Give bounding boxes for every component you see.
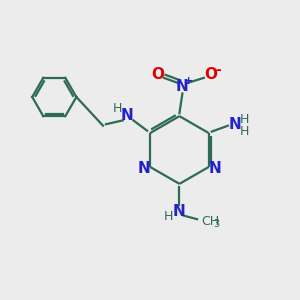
Text: N: N bbox=[120, 108, 133, 123]
Text: -: - bbox=[215, 63, 221, 77]
Text: N: N bbox=[176, 79, 189, 94]
Text: N: N bbox=[229, 117, 242, 132]
Text: N: N bbox=[173, 204, 186, 219]
Text: H: H bbox=[240, 113, 249, 126]
Text: H: H bbox=[113, 102, 122, 115]
Text: O: O bbox=[151, 68, 164, 82]
Text: H: H bbox=[164, 210, 173, 223]
Text: +: + bbox=[184, 76, 194, 86]
Text: CH: CH bbox=[202, 215, 220, 228]
Text: O: O bbox=[204, 68, 217, 82]
Text: N: N bbox=[209, 161, 222, 176]
Text: H: H bbox=[239, 124, 249, 137]
Text: 3: 3 bbox=[213, 219, 219, 229]
Text: N: N bbox=[137, 161, 150, 176]
